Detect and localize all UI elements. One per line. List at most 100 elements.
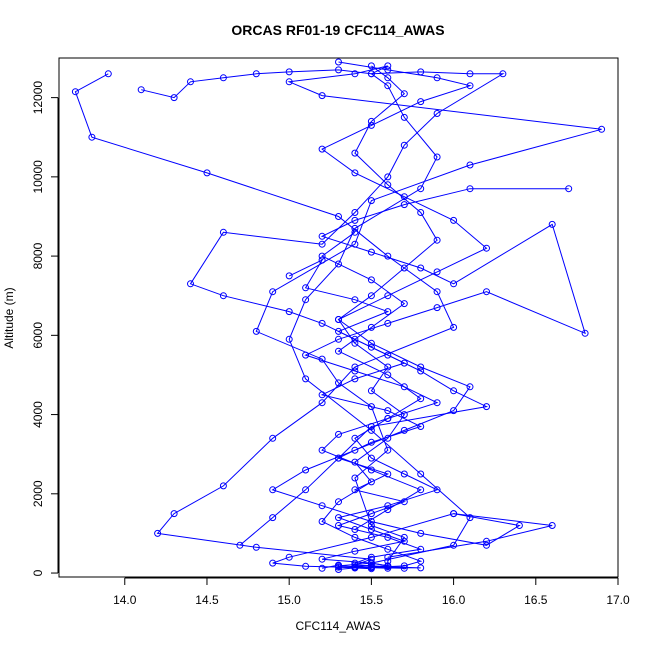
data-point xyxy=(285,78,293,86)
data-point xyxy=(367,522,375,529)
data-point xyxy=(433,268,441,276)
data-point xyxy=(318,355,326,363)
data-point xyxy=(417,557,425,565)
data-point xyxy=(335,260,342,268)
data-point xyxy=(351,224,359,232)
data-point xyxy=(285,308,293,316)
data-point xyxy=(384,407,392,415)
data-point xyxy=(417,395,425,403)
data-point xyxy=(219,482,227,490)
data-point xyxy=(236,541,244,549)
data-point xyxy=(335,514,342,522)
data-point xyxy=(400,90,408,98)
data-point xyxy=(367,70,375,78)
data-point xyxy=(302,296,310,304)
data-point xyxy=(351,240,359,248)
x-tick-label: 14.0 xyxy=(113,593,137,607)
data-point xyxy=(335,563,342,571)
data-point xyxy=(384,545,392,553)
data-point xyxy=(351,70,359,78)
data-point xyxy=(433,486,441,494)
data-point xyxy=(367,518,375,525)
data-point xyxy=(269,486,277,494)
series-line-2 xyxy=(74,73,553,569)
data-point xyxy=(302,351,310,359)
data-point xyxy=(335,66,342,74)
data-point xyxy=(417,98,425,106)
x-tick-label: 15.0 xyxy=(277,593,301,607)
data-point xyxy=(384,533,392,541)
data-point xyxy=(351,209,359,216)
data-point xyxy=(170,94,178,102)
data-point xyxy=(367,323,375,331)
data-point xyxy=(351,446,359,454)
data-point xyxy=(302,375,310,383)
data-point xyxy=(351,458,359,466)
data-point xyxy=(335,430,342,438)
plot-frame xyxy=(58,57,619,578)
data-point xyxy=(351,526,359,533)
series-line-5 xyxy=(304,188,586,530)
data-point xyxy=(367,197,375,205)
data-point xyxy=(417,209,425,216)
data-point xyxy=(104,70,112,78)
data-point xyxy=(450,280,458,288)
data-point xyxy=(318,518,326,525)
data-point xyxy=(367,466,375,474)
x-tick-label: 15.5 xyxy=(360,593,384,607)
data-point xyxy=(400,411,408,419)
data-point xyxy=(154,529,162,537)
data-point xyxy=(483,541,490,549)
data-point xyxy=(367,276,375,284)
data-point xyxy=(450,387,458,395)
data-point xyxy=(252,543,260,551)
data-point xyxy=(417,423,425,430)
data-point xyxy=(351,149,359,157)
data-point xyxy=(285,272,293,280)
data-point xyxy=(384,252,392,260)
data-point xyxy=(581,329,589,337)
data-point xyxy=(417,545,425,553)
data-point xyxy=(384,363,392,371)
data-point xyxy=(400,264,408,272)
data-point xyxy=(351,547,359,555)
data-point xyxy=(351,474,359,482)
data-point xyxy=(499,70,507,78)
data-point xyxy=(548,220,556,228)
data-point xyxy=(335,498,342,506)
data-point xyxy=(367,339,375,347)
data-point xyxy=(318,232,326,240)
data-point xyxy=(367,62,375,70)
data-point xyxy=(466,161,474,169)
data-point xyxy=(318,319,326,327)
series-line-6 xyxy=(271,61,521,546)
data-point xyxy=(269,288,277,296)
data-point xyxy=(170,510,178,518)
data-point xyxy=(187,78,194,86)
data-point xyxy=(252,327,260,335)
data-point xyxy=(367,387,375,395)
data-point xyxy=(400,359,408,367)
data-point xyxy=(335,335,342,343)
data-point xyxy=(400,498,408,506)
y-tick-label: 6000 xyxy=(31,322,45,349)
x-axis-label: CFC114_AWAS xyxy=(296,619,381,633)
data-point xyxy=(367,526,375,533)
data-point xyxy=(433,304,441,312)
data-point xyxy=(384,415,392,422)
data-point xyxy=(318,92,326,100)
data-point xyxy=(384,74,392,82)
data-point xyxy=(318,399,326,407)
data-point xyxy=(219,228,227,236)
data-point xyxy=(318,564,326,572)
data-point xyxy=(466,514,474,522)
data-point xyxy=(351,486,359,494)
data-point xyxy=(466,185,474,193)
data-point xyxy=(351,375,359,383)
y-tick-label: 2000 xyxy=(31,480,45,507)
data-point xyxy=(351,228,359,236)
data-point xyxy=(466,82,474,90)
plot-area xyxy=(58,57,619,578)
data-point xyxy=(367,553,375,561)
